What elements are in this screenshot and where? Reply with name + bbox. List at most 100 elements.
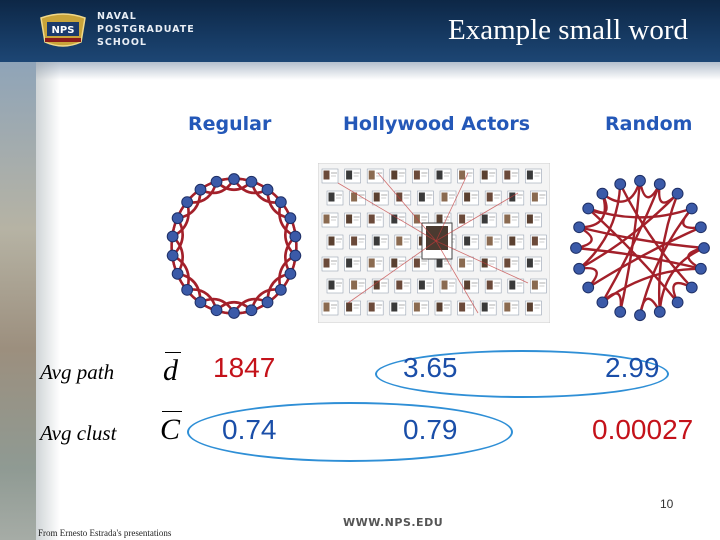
- actor-photo: [459, 302, 466, 312]
- column-heading-hollywood: Hollywood Actors: [343, 113, 531, 135]
- actor-link: [337, 182, 437, 242]
- actor-photo: [373, 192, 380, 202]
- network-node: [653, 178, 666, 190]
- network-node: [582, 281, 595, 294]
- network-edge: [619, 183, 693, 289]
- page-number: 10: [660, 497, 674, 511]
- actor-photo: [413, 258, 420, 268]
- actor-photo: [391, 258, 398, 268]
- network-node: [653, 306, 666, 318]
- network-node: [671, 187, 684, 200]
- logo-text: NPS: [52, 25, 75, 36]
- network-node: [573, 262, 586, 275]
- network-node: [261, 183, 274, 196]
- actor-link: [435, 240, 529, 284]
- actor-photo: [323, 170, 330, 180]
- actor-photo: [328, 192, 335, 202]
- actor-photo: [396, 192, 403, 202]
- network-node: [685, 202, 698, 215]
- actor-photo: [441, 192, 448, 202]
- network-node: [698, 242, 710, 254]
- network-edge: [587, 207, 679, 304]
- actor-photo: [323, 214, 330, 224]
- network-node: [634, 174, 646, 187]
- row-label-avg-path: Avg path: [40, 360, 115, 384]
- network-node: [274, 196, 287, 209]
- network-node: [634, 309, 646, 322]
- actor-photo: [373, 236, 380, 246]
- regular-network-diagram: [166, 173, 302, 319]
- actor-photo: [368, 302, 375, 312]
- actor-photo: [459, 258, 466, 268]
- network-node: [671, 296, 684, 309]
- actor-photo: [526, 170, 533, 180]
- avg-clust-highlight-ring: [187, 402, 513, 462]
- school-line: NAVAL: [97, 11, 137, 22]
- actor-photo: [504, 170, 511, 180]
- actor-photo: [486, 192, 493, 202]
- network-node: [194, 183, 207, 196]
- network-node: [582, 202, 595, 215]
- nps-logo: NPS: [40, 13, 86, 47]
- network-node: [289, 249, 302, 262]
- actor-photo: [436, 170, 443, 180]
- school-line: SCHOOL: [97, 37, 147, 48]
- network-node: [274, 283, 287, 296]
- campus-photo-strip: [0, 62, 60, 540]
- actor-link: [347, 240, 437, 304]
- avg-clust-regular-value: 0.74: [222, 414, 277, 445]
- actor-photo: [418, 192, 425, 202]
- actor-photo: [459, 214, 466, 224]
- actor-photo: [526, 258, 533, 268]
- path-symbol: d: [163, 352, 181, 388]
- avg-path-random-value: 2.99: [605, 352, 660, 383]
- clust-symbol: C: [160, 411, 182, 446]
- actor-photo: [328, 280, 335, 290]
- network-edge: [587, 207, 693, 219]
- network-node: [194, 296, 207, 309]
- network-edge: [619, 180, 642, 313]
- network-edge: [587, 226, 702, 289]
- actor-photo: [391, 214, 398, 224]
- school-name: NAVAL POSTGRADUATE SCHOOL: [97, 10, 195, 49]
- network-edge: [575, 246, 702, 270]
- actor-photo: [346, 258, 353, 268]
- network-edge: [578, 192, 679, 270]
- header-shadow: [0, 62, 720, 80]
- network-node: [289, 230, 302, 243]
- actor-photo: [531, 280, 538, 290]
- network-edge: [658, 246, 705, 312]
- network-node: [181, 283, 194, 296]
- actor-link: [435, 192, 519, 242]
- network-node: [694, 262, 707, 275]
- network-node: [596, 187, 609, 200]
- column-heading-regular: Regular: [188, 113, 272, 135]
- actor-photo: [396, 236, 403, 246]
- actor-link: [377, 172, 437, 242]
- actor-photo: [436, 302, 443, 312]
- website-url: WWW.NPS.EDU: [343, 516, 444, 529]
- actor-photo: [418, 280, 425, 290]
- network-node: [171, 212, 184, 225]
- actor-photo: [413, 302, 420, 312]
- actor-photo: [413, 170, 420, 180]
- actor-photo: [323, 302, 330, 312]
- row-label-avg-clust: Avg clust: [40, 421, 117, 445]
- actor-photo: [509, 192, 516, 202]
- network-node: [614, 306, 627, 318]
- actor-photo: [504, 214, 511, 224]
- slide-title: Example small word: [447, 14, 688, 46]
- actor-photo: [481, 170, 488, 180]
- actor-photo: [346, 302, 353, 312]
- network-edge: [601, 267, 701, 304]
- actor-photo: [531, 192, 538, 202]
- actor-photo: [396, 280, 403, 290]
- actor-photo: [373, 280, 380, 290]
- column-heading-random: Random: [605, 113, 693, 135]
- network-node: [284, 267, 297, 280]
- actor-photo: [464, 236, 471, 246]
- actor-photo: [351, 236, 358, 246]
- actor-photo: [368, 170, 375, 180]
- network-node: [210, 175, 223, 188]
- network-node: [181, 196, 194, 209]
